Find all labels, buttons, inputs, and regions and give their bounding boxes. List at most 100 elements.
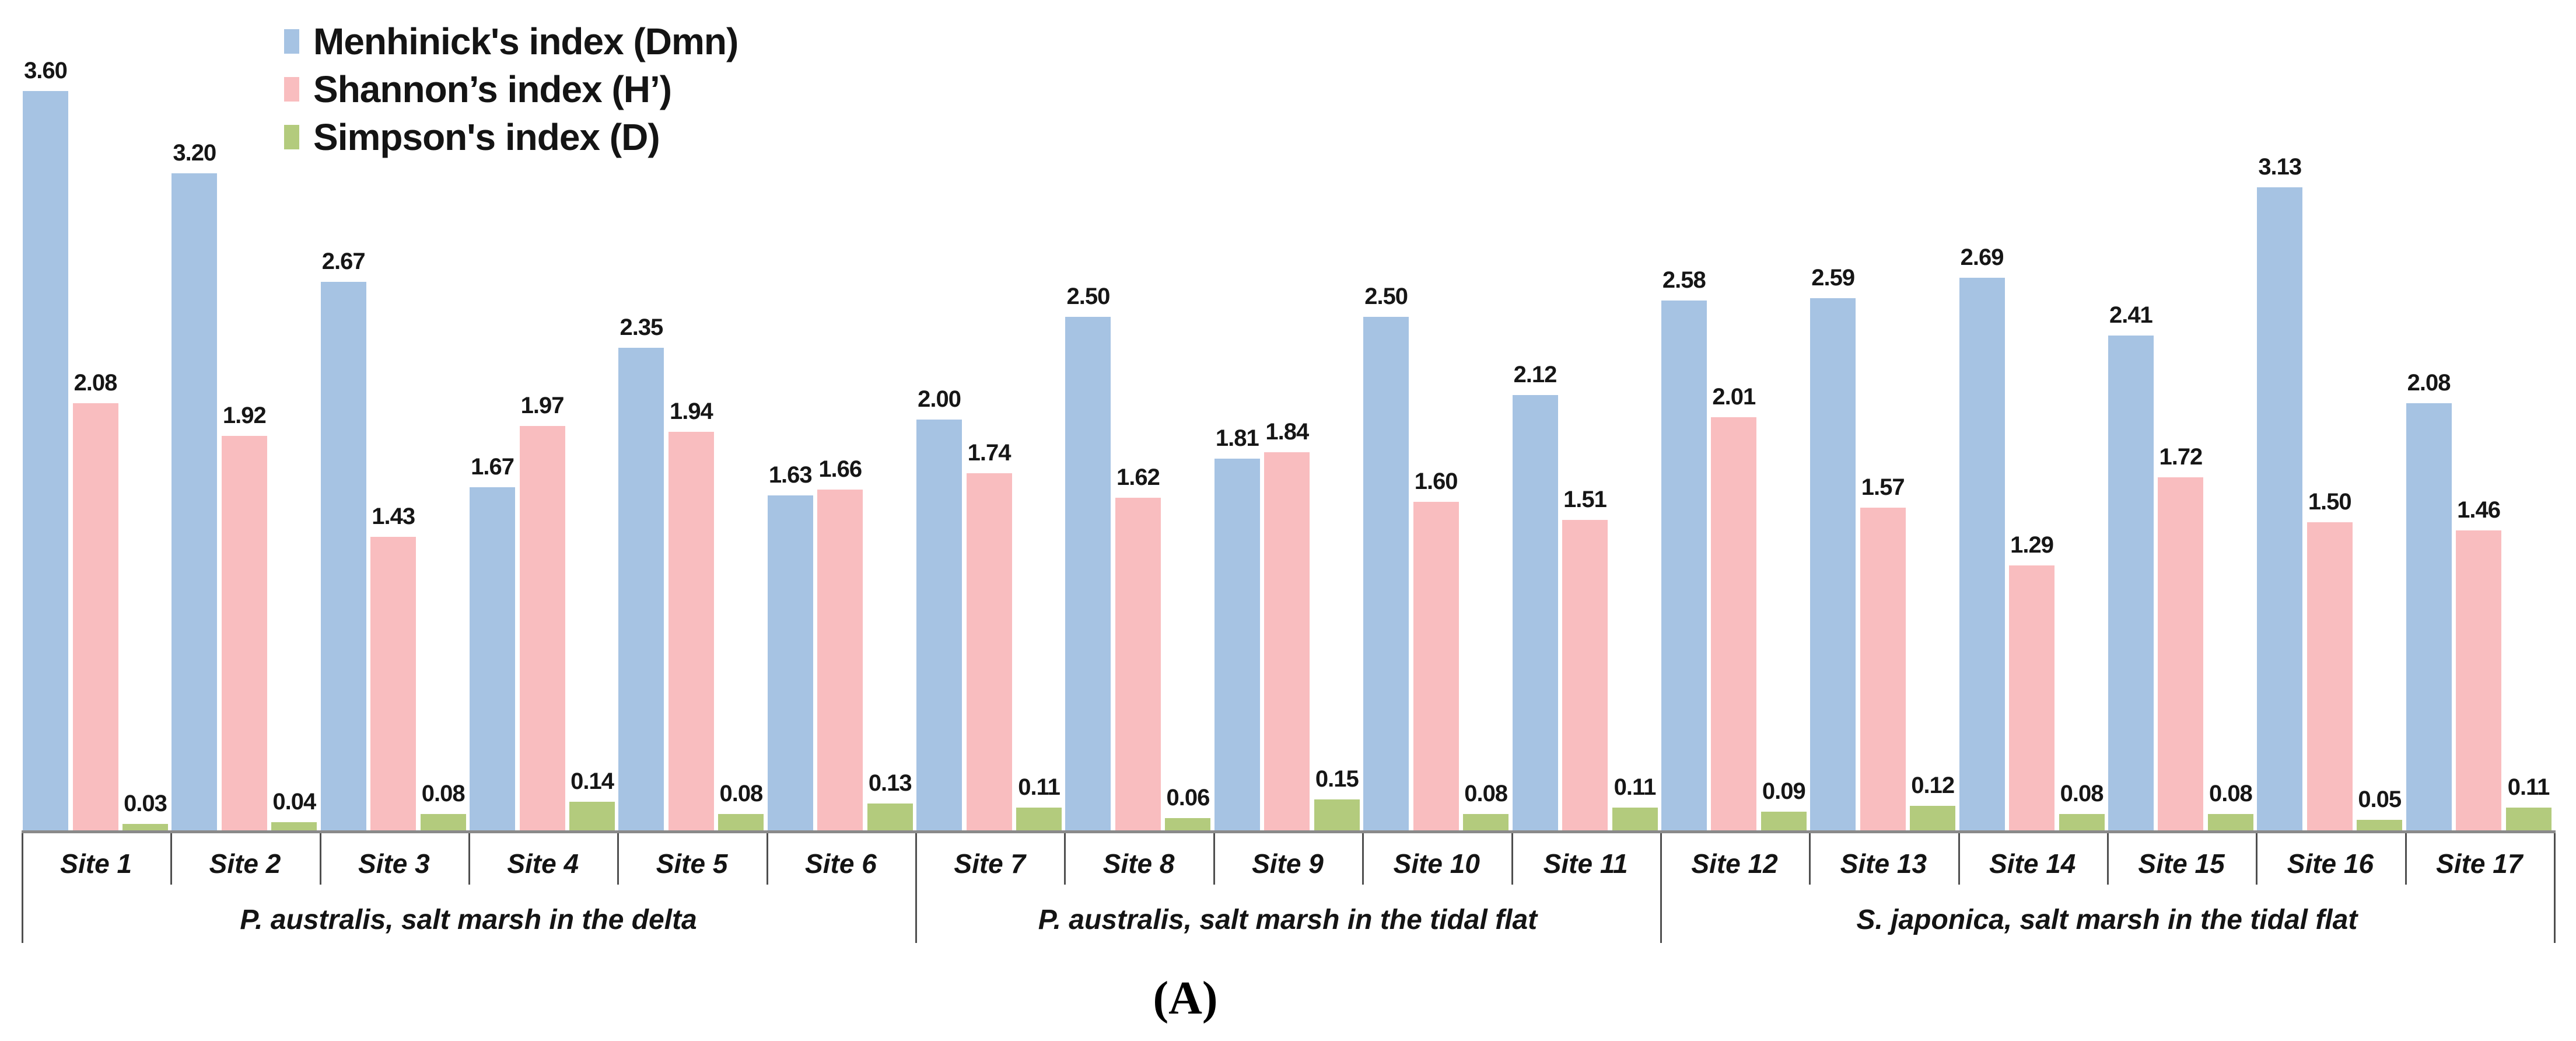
bar-menhinick-site-4 (470, 487, 516, 830)
bar-menhinick-site-11 (1512, 395, 1558, 830)
value-label-simpson-2: 0.04 (272, 789, 316, 815)
site-boundary-line (468, 833, 471, 885)
bar-simpson-site-12 (1760, 812, 1807, 830)
site-label-10: Site 10 (1393, 848, 1480, 879)
figure-caption: (A) (1153, 973, 1218, 1024)
bar-menhinick-site-7 (916, 420, 963, 830)
value-label-simpson-13: 0.12 (1911, 773, 1955, 798)
x-axis-line (22, 830, 2556, 833)
value-label-shannon-12: 2.01 (1712, 384, 1756, 410)
group-boundary-line (2553, 833, 2556, 943)
value-label-simpson-15: 0.08 (2208, 781, 2253, 806)
bar-simpson-site-13 (1910, 806, 1956, 830)
bar-menhinick-site-8 (1065, 317, 1111, 830)
site-boundary-line (1511, 833, 1513, 885)
site-boundary-line (1809, 833, 1811, 885)
bar-simpson-site-4 (569, 802, 615, 830)
bar-shannon-site-5 (668, 432, 714, 830)
value-label-shannon-3: 1.43 (372, 504, 415, 529)
site-label-15: Site 15 (2138, 848, 2225, 879)
bar-menhinick-site-10 (1363, 317, 1409, 830)
bar-simpson-site-2 (271, 822, 317, 830)
bar-simpson-site-5 (718, 814, 764, 830)
bar-shannon-site-2 (221, 436, 267, 830)
site-label-11: Site 11 (1543, 848, 1628, 879)
bar-shannon-site-16 (2306, 522, 2353, 830)
bar-simpson-site-9 (1314, 799, 1360, 830)
value-label-menhinick-4: 1.67 (471, 454, 514, 480)
value-label-menhinick-1: 3.60 (24, 58, 68, 83)
site-boundary-line (1958, 833, 1960, 885)
value-label-simpson-14: 0.08 (2060, 781, 2104, 806)
bar-menhinick-site-2 (172, 173, 218, 830)
value-label-shannon-13: 1.57 (1861, 474, 1905, 500)
value-label-shannon-6: 1.66 (818, 456, 862, 482)
bar-menhinick-site-14 (1959, 278, 2005, 830)
bar-shannon-site-3 (370, 537, 416, 830)
bar-shannon-site-9 (1264, 452, 1310, 830)
group-boundary-line (22, 833, 23, 943)
site-label-2: Site 2 (209, 848, 281, 879)
site-boundary-line (617, 833, 620, 885)
value-label-simpson-11: 0.11 (1614, 774, 1657, 800)
bar-menhinick-site-13 (1810, 298, 1856, 830)
site-label-13: Site 13 (1840, 848, 1927, 879)
value-label-shannon-7: 1.74 (967, 440, 1012, 466)
bar-simpson-site-1 (123, 824, 168, 830)
site-label-8: Site 8 (1102, 848, 1175, 879)
value-label-menhinick-11: 2.12 (1513, 362, 1558, 387)
bar-shannon-site-4 (519, 426, 565, 830)
bar-simpson-site-10 (1463, 814, 1509, 830)
value-label-menhinick-7: 2.00 (918, 386, 961, 412)
site-boundary-line (2404, 833, 2407, 885)
value-label-simpson-4: 0.14 (570, 768, 614, 794)
value-label-shannon-11: 1.51 (1563, 487, 1607, 512)
bar-shannon-site-10 (1413, 502, 1459, 830)
bar-menhinick-site-17 (2406, 403, 2452, 830)
group-boundary-line (1660, 833, 1662, 943)
value-label-simpson-16: 0.05 (2358, 787, 2402, 812)
bar-simpson-site-6 (867, 804, 913, 830)
value-label-shannon-10: 1.60 (1414, 469, 1458, 494)
bar-simpson-site-3 (420, 814, 466, 830)
bar-menhinick-site-5 (618, 348, 664, 830)
site-label-7: Site 7 (954, 848, 1026, 879)
site-label-14: Site 14 (1989, 848, 2076, 879)
site-boundary-line (1064, 833, 1066, 885)
value-label-menhinick-12: 2.58 (1662, 267, 1706, 293)
bar-shannon-site-17 (2456, 530, 2502, 830)
legend-label-shannon: Shannon’s index (H’) (313, 68, 672, 110)
site-label-9: Site 9 (1252, 848, 1324, 879)
value-label-menhinick-2: 3.20 (173, 140, 216, 166)
menhinick-swatch-icon (284, 29, 299, 54)
value-label-shannon-9: 1.84 (1265, 419, 1309, 445)
value-label-simpson-8: 0.06 (1166, 785, 1210, 811)
value-label-shannon-5: 1.94 (669, 399, 713, 424)
legend: Menhinick's index (Dmn) Shannon’s index (… (284, 18, 738, 161)
bar-menhinick-site-3 (320, 282, 366, 830)
bar-simpson-site-7 (1016, 808, 1062, 830)
value-label-shannon-2: 1.92 (222, 403, 267, 428)
bar-simpson-site-8 (1165, 818, 1211, 830)
value-label-shannon-15: 1.72 (2159, 444, 2203, 470)
value-label-menhinick-3: 2.67 (321, 249, 366, 274)
bar-shannon-site-13 (1860, 508, 1906, 830)
value-label-menhinick-15: 2.41 (2109, 302, 2153, 328)
value-label-menhinick-17: 2.08 (2407, 370, 2451, 396)
site-label-6: Site 6 (805, 848, 877, 879)
group-label-1: P. australis, salt marsh in the delta (240, 904, 697, 935)
value-label-menhinick-13: 2.59 (1811, 265, 1855, 291)
shannon-swatch-icon (284, 77, 299, 102)
site-label-4: Site 4 (507, 848, 579, 879)
value-label-simpson-10: 0.08 (1464, 781, 1508, 806)
site-label-3: Site 3 (358, 848, 430, 879)
bar-simpson-site-15 (2207, 814, 2253, 830)
site-label-17: Site 17 (2436, 848, 2523, 879)
site-boundary-line (766, 833, 768, 885)
value-label-shannon-4: 1.97 (520, 393, 565, 418)
value-label-menhinick-9: 1.81 (1215, 425, 1259, 451)
legend-label-menhinick: Menhinick's index (Dmn) (313, 20, 738, 62)
value-label-simpson-3: 0.08 (421, 781, 466, 806)
bar-simpson-site-16 (2357, 820, 2403, 830)
